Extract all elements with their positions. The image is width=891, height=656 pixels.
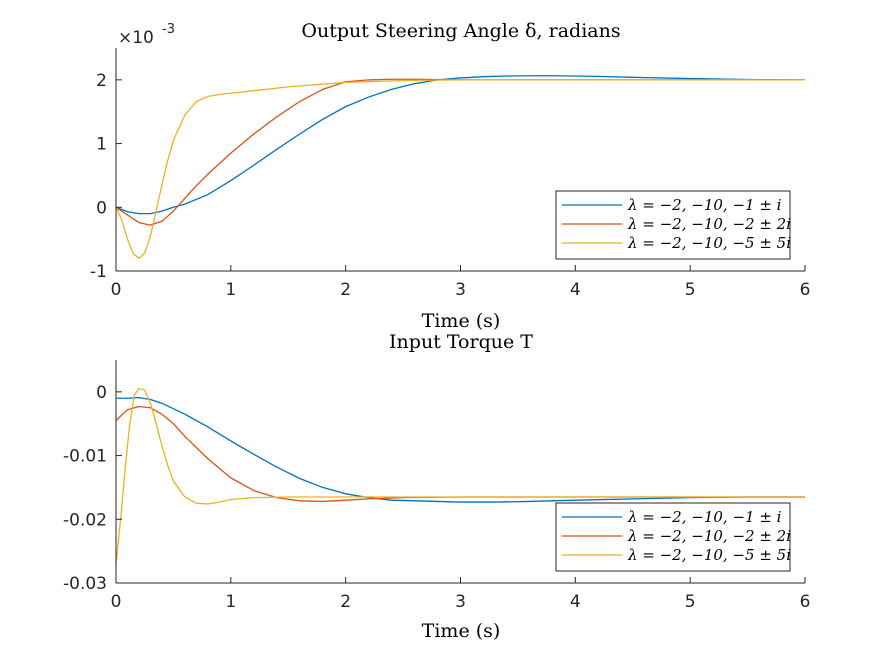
steering-angle-x-tick-label: 6 [800, 280, 811, 300]
input-torque-legend-label-2: λ = −2, −10, −2 ± 2i [627, 527, 791, 545]
steering-angle-series-line-3 [115, 79, 805, 259]
input-torque-y-tick-label: -0.03 [63, 574, 107, 594]
steering-angle-legend-label-3: λ = −2, −10, −5 ± 5i [627, 234, 791, 252]
steering-angle-y-tick-label: 1 [96, 135, 107, 155]
input-torque-x-tick-label: 0 [111, 592, 122, 612]
input-torque-legend-box [555, 502, 791, 572]
steering-angle-lines [115, 75, 806, 259]
input-torque-y-tick-label: -0.01 [63, 447, 107, 467]
steering-angle-exponent: ×10 -3 [118, 22, 175, 48]
input-torque-x-tick-label: 6 [800, 592, 811, 612]
input-torque-x-tick-label: 5 [685, 592, 696, 612]
steering-angle-x-tick-label: 1 [225, 280, 236, 300]
input-torque-series-line-1 [116, 396, 805, 503]
exponent-base: ×10 [118, 28, 154, 48]
steering-angle-series-line-1 [115, 75, 806, 215]
input-torque-x-tick-label: 1 [225, 592, 236, 612]
steering-angle-y-tick-label: -1 [90, 262, 107, 282]
steering-angle-x-label: Time (s) [422, 310, 501, 332]
steering-angle-axes: Output Steering Angle δ, radians ×10 -3 … [90, 20, 810, 332]
steering-angle-x-tick-label: 4 [570, 280, 581, 300]
input-torque-x-label: Time (s) [422, 620, 501, 642]
steering-angle-legend-label-2: λ = −2, −10, −2 ± 2i [627, 215, 791, 233]
input-torque-legend-label-3: λ = −2, −10, −5 ± 5i [627, 546, 791, 564]
input-torque-x-ticks: 0 1 2 3 4 5 6 [111, 577, 811, 612]
input-torque-series-line-3 [115, 388, 805, 564]
steering-angle-x-tick-label: 2 [340, 280, 351, 300]
steering-angle-x-tick-label: 3 [455, 280, 466, 300]
steering-angle-x-ticks: 0 1 2 3 4 5 6 [111, 265, 811, 300]
input-torque-legend-label-1: λ = −2, −10, −1 ± i [627, 508, 782, 526]
steering-angle-legend-label-1: λ = −2, −10, −1 ± i [627, 196, 782, 214]
steering-angle-x-tick-label: 5 [685, 280, 696, 300]
steering-angle-y-tick-label: 0 [96, 198, 107, 218]
exponent-power: -3 [162, 22, 175, 37]
input-torque-x-tick-label: 2 [340, 592, 351, 612]
input-torque-x-tick-label: 4 [570, 592, 581, 612]
steering-angle-y-ticks: -1 0 1 2 [90, 71, 122, 282]
input-torque-y-ticks: 0 -0.01 -0.02 -0.03 [63, 383, 122, 594]
steering-angle-title: Output Steering Angle δ, radians [301, 20, 620, 42]
steering-angle-y-tick-label: 2 [96, 71, 107, 91]
input-torque-legend: λ = −2, −10, −1 ± iλ = −2, −10, −2 ± 2iλ… [555, 502, 791, 572]
steering-angle-legend-box [555, 190, 791, 260]
input-torque-x-tick-label: 3 [455, 592, 466, 612]
input-torque-y-tick-label: 0 [96, 383, 107, 403]
steering-angle-legend: λ = −2, −10, −1 ± iλ = −2, −10, −2 ± 2iλ… [555, 190, 791, 260]
input-torque-title: Input Torque T [389, 331, 533, 353]
input-torque-lines [115, 388, 805, 564]
input-torque-y-tick-label: -0.02 [63, 510, 107, 530]
steering-angle-x-tick-label: 0 [111, 280, 122, 300]
